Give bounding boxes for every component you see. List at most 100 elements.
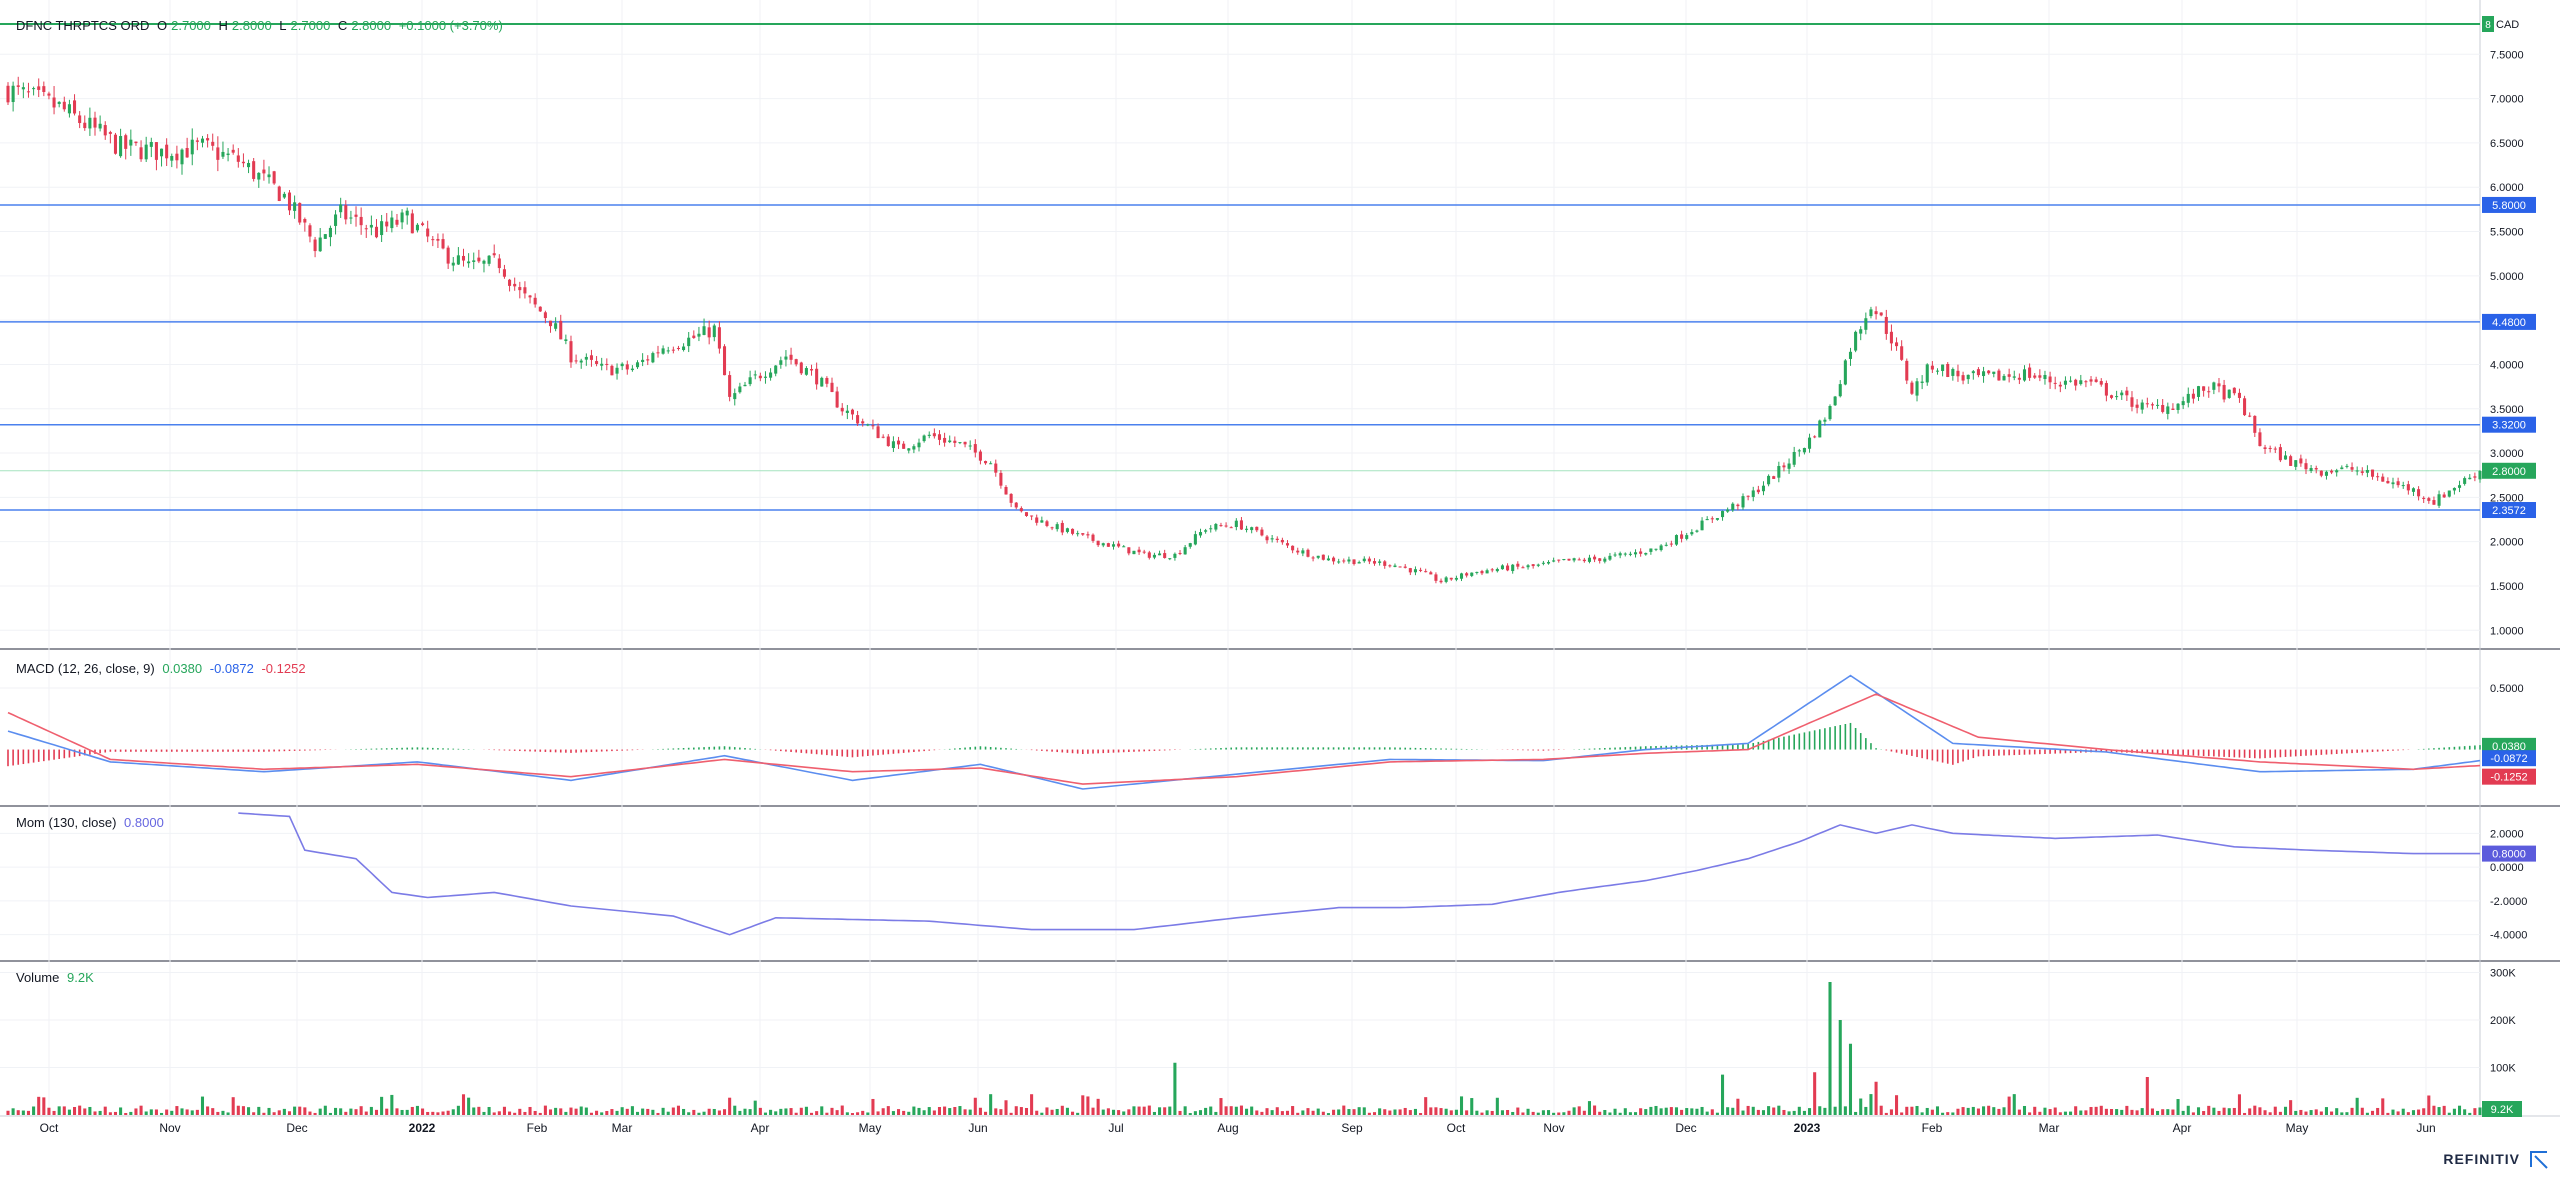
mom-title: Mom (130, close) xyxy=(16,815,117,830)
volume-bar xyxy=(247,1107,251,1115)
candle-body xyxy=(1111,544,1116,547)
x-tick-label: Nov xyxy=(1543,1121,1564,1135)
candle-body xyxy=(538,306,542,312)
candle-body xyxy=(390,217,394,229)
candle-body xyxy=(1321,554,1325,560)
volume-bar xyxy=(656,1112,660,1115)
candle-body xyxy=(1946,363,1950,377)
volume-bar xyxy=(2135,1110,2139,1115)
candle-body xyxy=(1874,311,1878,315)
candle-body xyxy=(344,205,348,220)
candle-body xyxy=(2457,485,2462,488)
volume-bar xyxy=(359,1106,363,1115)
volume-bar xyxy=(1019,1107,1023,1115)
candle-body xyxy=(37,86,41,90)
volume-bar xyxy=(1761,1110,1766,1115)
volume-bar xyxy=(2273,1106,2277,1115)
candle-body xyxy=(615,367,619,374)
candle-body xyxy=(1142,551,1146,553)
candle-body xyxy=(139,147,143,160)
candle-body xyxy=(820,377,824,387)
volume-bar xyxy=(1163,1107,1167,1115)
candle-body xyxy=(1546,561,1551,564)
candle-body xyxy=(426,228,430,237)
volume-bar xyxy=(2468,1112,2472,1115)
candle-body xyxy=(47,93,51,96)
volume-bar xyxy=(88,1106,92,1115)
volume-bar xyxy=(1239,1105,1243,1115)
volume-bar xyxy=(671,1107,675,1115)
volume-bar xyxy=(2457,1105,2462,1115)
volume-bar xyxy=(1864,1106,1868,1115)
volume-bar xyxy=(303,1107,307,1115)
candle-body xyxy=(57,101,61,104)
volume-bar xyxy=(1403,1107,1407,1115)
volume-bar xyxy=(2437,1107,2441,1115)
candle-body xyxy=(692,335,696,338)
candle-body xyxy=(298,202,302,223)
candle-body xyxy=(712,325,716,338)
volume-bar xyxy=(1961,1107,1965,1115)
volume-bar xyxy=(1649,1106,1653,1115)
candle-body xyxy=(216,147,220,160)
x-tick-label: Dec xyxy=(286,1121,307,1135)
volume-bar xyxy=(850,1113,855,1115)
volume-bar xyxy=(1808,1108,1812,1115)
volume-bar xyxy=(2069,1111,2073,1115)
candle-body xyxy=(1019,508,1023,512)
candle-body xyxy=(1275,538,1279,540)
volume-bar xyxy=(2442,1105,2446,1115)
volume-bar xyxy=(1439,1108,1443,1115)
volume-bar xyxy=(497,1111,501,1115)
volume-bar xyxy=(431,1111,435,1115)
volume-bar xyxy=(1311,1110,1315,1115)
volume-bar xyxy=(21,1110,25,1115)
volume-bar xyxy=(1372,1112,1377,1115)
candle-body xyxy=(1521,567,1525,569)
volume-bar xyxy=(26,1110,31,1115)
volume-bar xyxy=(1408,1110,1412,1115)
volume-bar xyxy=(1321,1111,1325,1115)
volume-bar xyxy=(1685,1108,1689,1115)
volume-bar xyxy=(2263,1110,2267,1115)
candle-body xyxy=(1782,465,1786,468)
volume-bar xyxy=(2365,1112,2369,1115)
volume-bar xyxy=(1690,1108,1694,1115)
candle-body xyxy=(1843,360,1847,385)
candle-body xyxy=(431,239,435,241)
volume-bar xyxy=(2140,1108,2144,1115)
volume-bar xyxy=(2089,1106,2093,1115)
candle-body xyxy=(943,437,947,443)
candle-body xyxy=(2038,375,2042,378)
candle-body xyxy=(2309,468,2313,471)
candle-body xyxy=(881,436,885,438)
volume-bar xyxy=(37,1096,41,1115)
last-price-text: 2.8000 xyxy=(2492,466,2526,478)
volume-bar xyxy=(2283,1106,2288,1115)
candle-body xyxy=(1884,316,1888,334)
volume-bar xyxy=(1992,1107,1996,1115)
candle-body xyxy=(2442,494,2446,498)
candle-body xyxy=(656,352,660,354)
volume-bar xyxy=(1480,1112,1484,1115)
candle-body xyxy=(1357,562,1361,564)
volume-bar xyxy=(1500,1110,1504,1115)
volume-bar xyxy=(1398,1109,1402,1115)
volume-bar xyxy=(2478,1107,2482,1115)
volume-bar xyxy=(579,1106,583,1115)
volume-bar xyxy=(1956,1108,1960,1115)
momentum-line xyxy=(238,812,2480,936)
volume-bar xyxy=(825,1112,829,1115)
macd-signal-line xyxy=(7,693,2481,785)
x-tick-label: 2022 xyxy=(409,1121,436,1135)
candle-body xyxy=(927,434,931,436)
volume-bar xyxy=(2212,1107,2216,1115)
candle-body xyxy=(584,356,588,360)
volume-bar xyxy=(518,1108,522,1115)
candle-body xyxy=(113,134,118,154)
candle-body xyxy=(26,91,31,93)
candle-body xyxy=(52,97,56,108)
volume-bar xyxy=(1593,1105,1597,1115)
